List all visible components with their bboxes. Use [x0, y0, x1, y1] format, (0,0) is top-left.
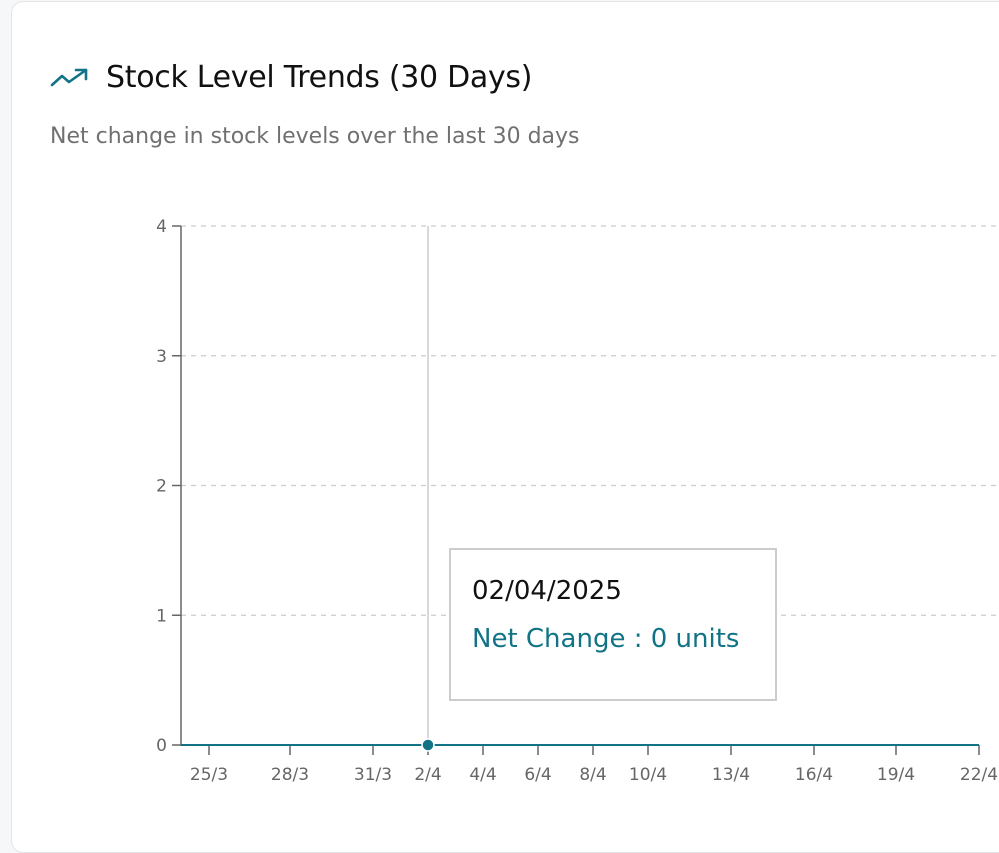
active-data-point	[421, 738, 435, 752]
chart-title: Stock Level Trends (30 Days)	[106, 60, 533, 95]
x-tick-label-2: 31/3	[354, 765, 392, 785]
x-tick-label-7: 10/4	[629, 765, 667, 785]
x-tick-label-10: 19/4	[877, 765, 915, 785]
y-tick-label-0: 0	[156, 736, 167, 756]
x-tick-label-4: 4/4	[469, 765, 496, 785]
card-header: Stock Level Trends (30 Days)	[50, 60, 532, 95]
y-tick-label-2: 2	[156, 477, 167, 497]
x-tick-label-8: 13/4	[712, 765, 750, 785]
y-tick-label-4: 4	[156, 217, 167, 237]
x-tick-label-0: 25/3	[190, 765, 228, 785]
x-tick-label-1: 28/3	[271, 765, 309, 785]
x-tick-label-9: 16/4	[795, 765, 833, 785]
x-tick-label-6: 8/4	[579, 765, 606, 785]
stock-trend-chart[interactable]: 0 1 2 3 4 25/3 28/3 31/3 2/4 4/4 6/4 8/4 10/4 13/4 16/…	[0, 0, 999, 832]
x-tick-label-3: 2/4	[414, 765, 441, 785]
x-tick-label-5: 6/4	[524, 765, 551, 785]
tooltip-value: Net Change : 0 units	[472, 624, 740, 654]
trending-up-icon	[50, 68, 88, 86]
chart-tooltip: 02/04/2025 Net Change : 0 units	[449, 548, 777, 701]
x-tick-label-11: 22/4	[960, 765, 998, 785]
tooltip-date: 02/04/2025	[472, 576, 622, 606]
y-tick-label-1: 1	[156, 606, 167, 626]
chart-subtitle: Net change in stock levels over the last…	[50, 124, 580, 149]
y-tick-label-3: 3	[156, 347, 167, 367]
chart-card	[11, 1, 999, 853]
